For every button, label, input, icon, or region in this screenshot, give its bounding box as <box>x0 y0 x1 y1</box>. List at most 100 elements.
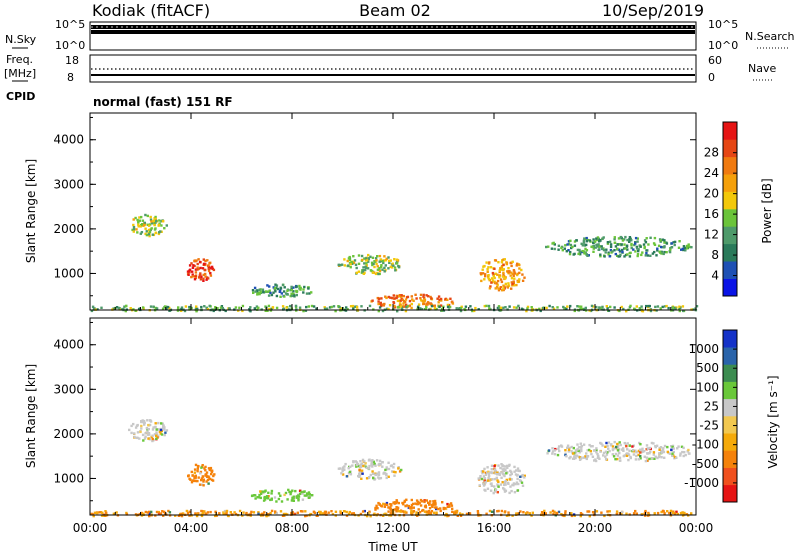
power-cell <box>202 277 205 280</box>
velocity-cell <box>360 477 363 480</box>
power-cell <box>196 262 199 266</box>
velocity-cell <box>202 480 205 483</box>
power-cell <box>496 273 499 276</box>
power-cell <box>665 304 668 308</box>
velocity-cell <box>432 500 435 503</box>
power-cell <box>474 306 477 310</box>
velocity-cell <box>341 468 344 471</box>
velocity-cell <box>354 460 357 463</box>
velocity-cell <box>140 424 143 428</box>
power-cell <box>595 305 598 309</box>
power-cell <box>438 305 441 309</box>
power-cell <box>192 275 195 278</box>
velocity-cell <box>530 514 533 517</box>
power-cell <box>419 293 423 297</box>
velocity-cell <box>205 480 208 483</box>
power-echo-region <box>479 258 526 292</box>
power-cell <box>198 274 201 277</box>
power-cell <box>209 272 212 275</box>
velocity-cell <box>138 513 142 516</box>
power-cell <box>205 278 208 281</box>
power-cell <box>115 306 119 309</box>
power-cell <box>388 259 391 263</box>
power-cell <box>580 305 583 308</box>
power-cell <box>441 307 444 311</box>
velocity-cell <box>429 500 432 503</box>
power-cell <box>446 298 449 301</box>
velocity-cell <box>154 425 157 429</box>
velocity-cell <box>150 510 153 514</box>
power-cell <box>422 302 425 305</box>
power-cell <box>501 259 504 262</box>
velocity-cell <box>480 470 484 473</box>
power-cell <box>603 255 606 258</box>
power-cell <box>206 259 209 262</box>
velocity-cell <box>465 512 469 516</box>
power-cell <box>644 241 648 244</box>
velocity-cell <box>590 452 593 456</box>
power-cell <box>289 289 292 292</box>
velocity-cell <box>489 489 493 492</box>
power-cell <box>502 306 505 309</box>
velocity-cell <box>478 476 482 480</box>
velocity-cell <box>427 509 430 513</box>
velocity-cell <box>372 462 375 465</box>
power-cell <box>269 291 272 295</box>
power-cell <box>350 261 353 264</box>
power-cell <box>500 264 504 268</box>
velocity-cell <box>454 511 457 514</box>
power-cell <box>353 259 357 262</box>
power-cell <box>430 304 434 308</box>
velocity-cell <box>587 510 591 513</box>
velocity-cell <box>185 509 189 513</box>
power-cell <box>286 289 289 292</box>
power-cell <box>483 264 486 268</box>
velocity-cell <box>649 450 652 453</box>
velocity-cell <box>207 476 211 479</box>
power-cell <box>429 295 432 299</box>
velocity-cell <box>497 480 500 483</box>
velocity-cell <box>634 509 637 513</box>
velocity-cell <box>418 501 421 505</box>
power-cell <box>681 247 684 251</box>
velocity-cell <box>666 450 669 454</box>
power-cell <box>614 245 618 248</box>
velocity-cell <box>399 510 402 513</box>
velocity-cell <box>501 481 504 484</box>
velocity-cell <box>607 441 611 444</box>
power-cell <box>124 309 127 313</box>
velocity-cell <box>551 450 555 453</box>
power-cell <box>196 307 199 311</box>
power-cell <box>628 306 632 309</box>
velocity-cell <box>515 512 518 515</box>
power-cell <box>289 304 292 308</box>
power-cell <box>254 290 257 293</box>
velocity-cell <box>500 471 503 474</box>
power-cell <box>429 303 433 306</box>
power-cell <box>190 275 193 279</box>
velocity-cell <box>349 465 352 468</box>
power-cell <box>423 299 426 303</box>
power-colorbar-swatch <box>723 122 737 140</box>
velocity-cell <box>484 471 488 475</box>
velocity-cell <box>402 503 405 506</box>
velocity-cell <box>341 469 344 473</box>
velocity-cell <box>188 514 191 517</box>
velocity-cell <box>614 458 617 461</box>
velocity-cell <box>365 477 369 480</box>
power-cell <box>652 242 656 245</box>
velocity-cell <box>430 504 434 507</box>
power-cell <box>139 232 142 235</box>
velocity-cell <box>259 490 262 493</box>
velocity-cell <box>389 464 393 468</box>
power-cell <box>634 241 637 244</box>
velocity-cell <box>517 482 520 486</box>
power-cell <box>144 232 147 236</box>
power-cell <box>176 309 180 312</box>
beam-title: Beam 02 <box>359 1 431 20</box>
power-cell <box>392 294 395 297</box>
velocity-cell <box>210 472 213 476</box>
velocity-cell <box>503 488 506 491</box>
power-cell <box>572 253 575 256</box>
